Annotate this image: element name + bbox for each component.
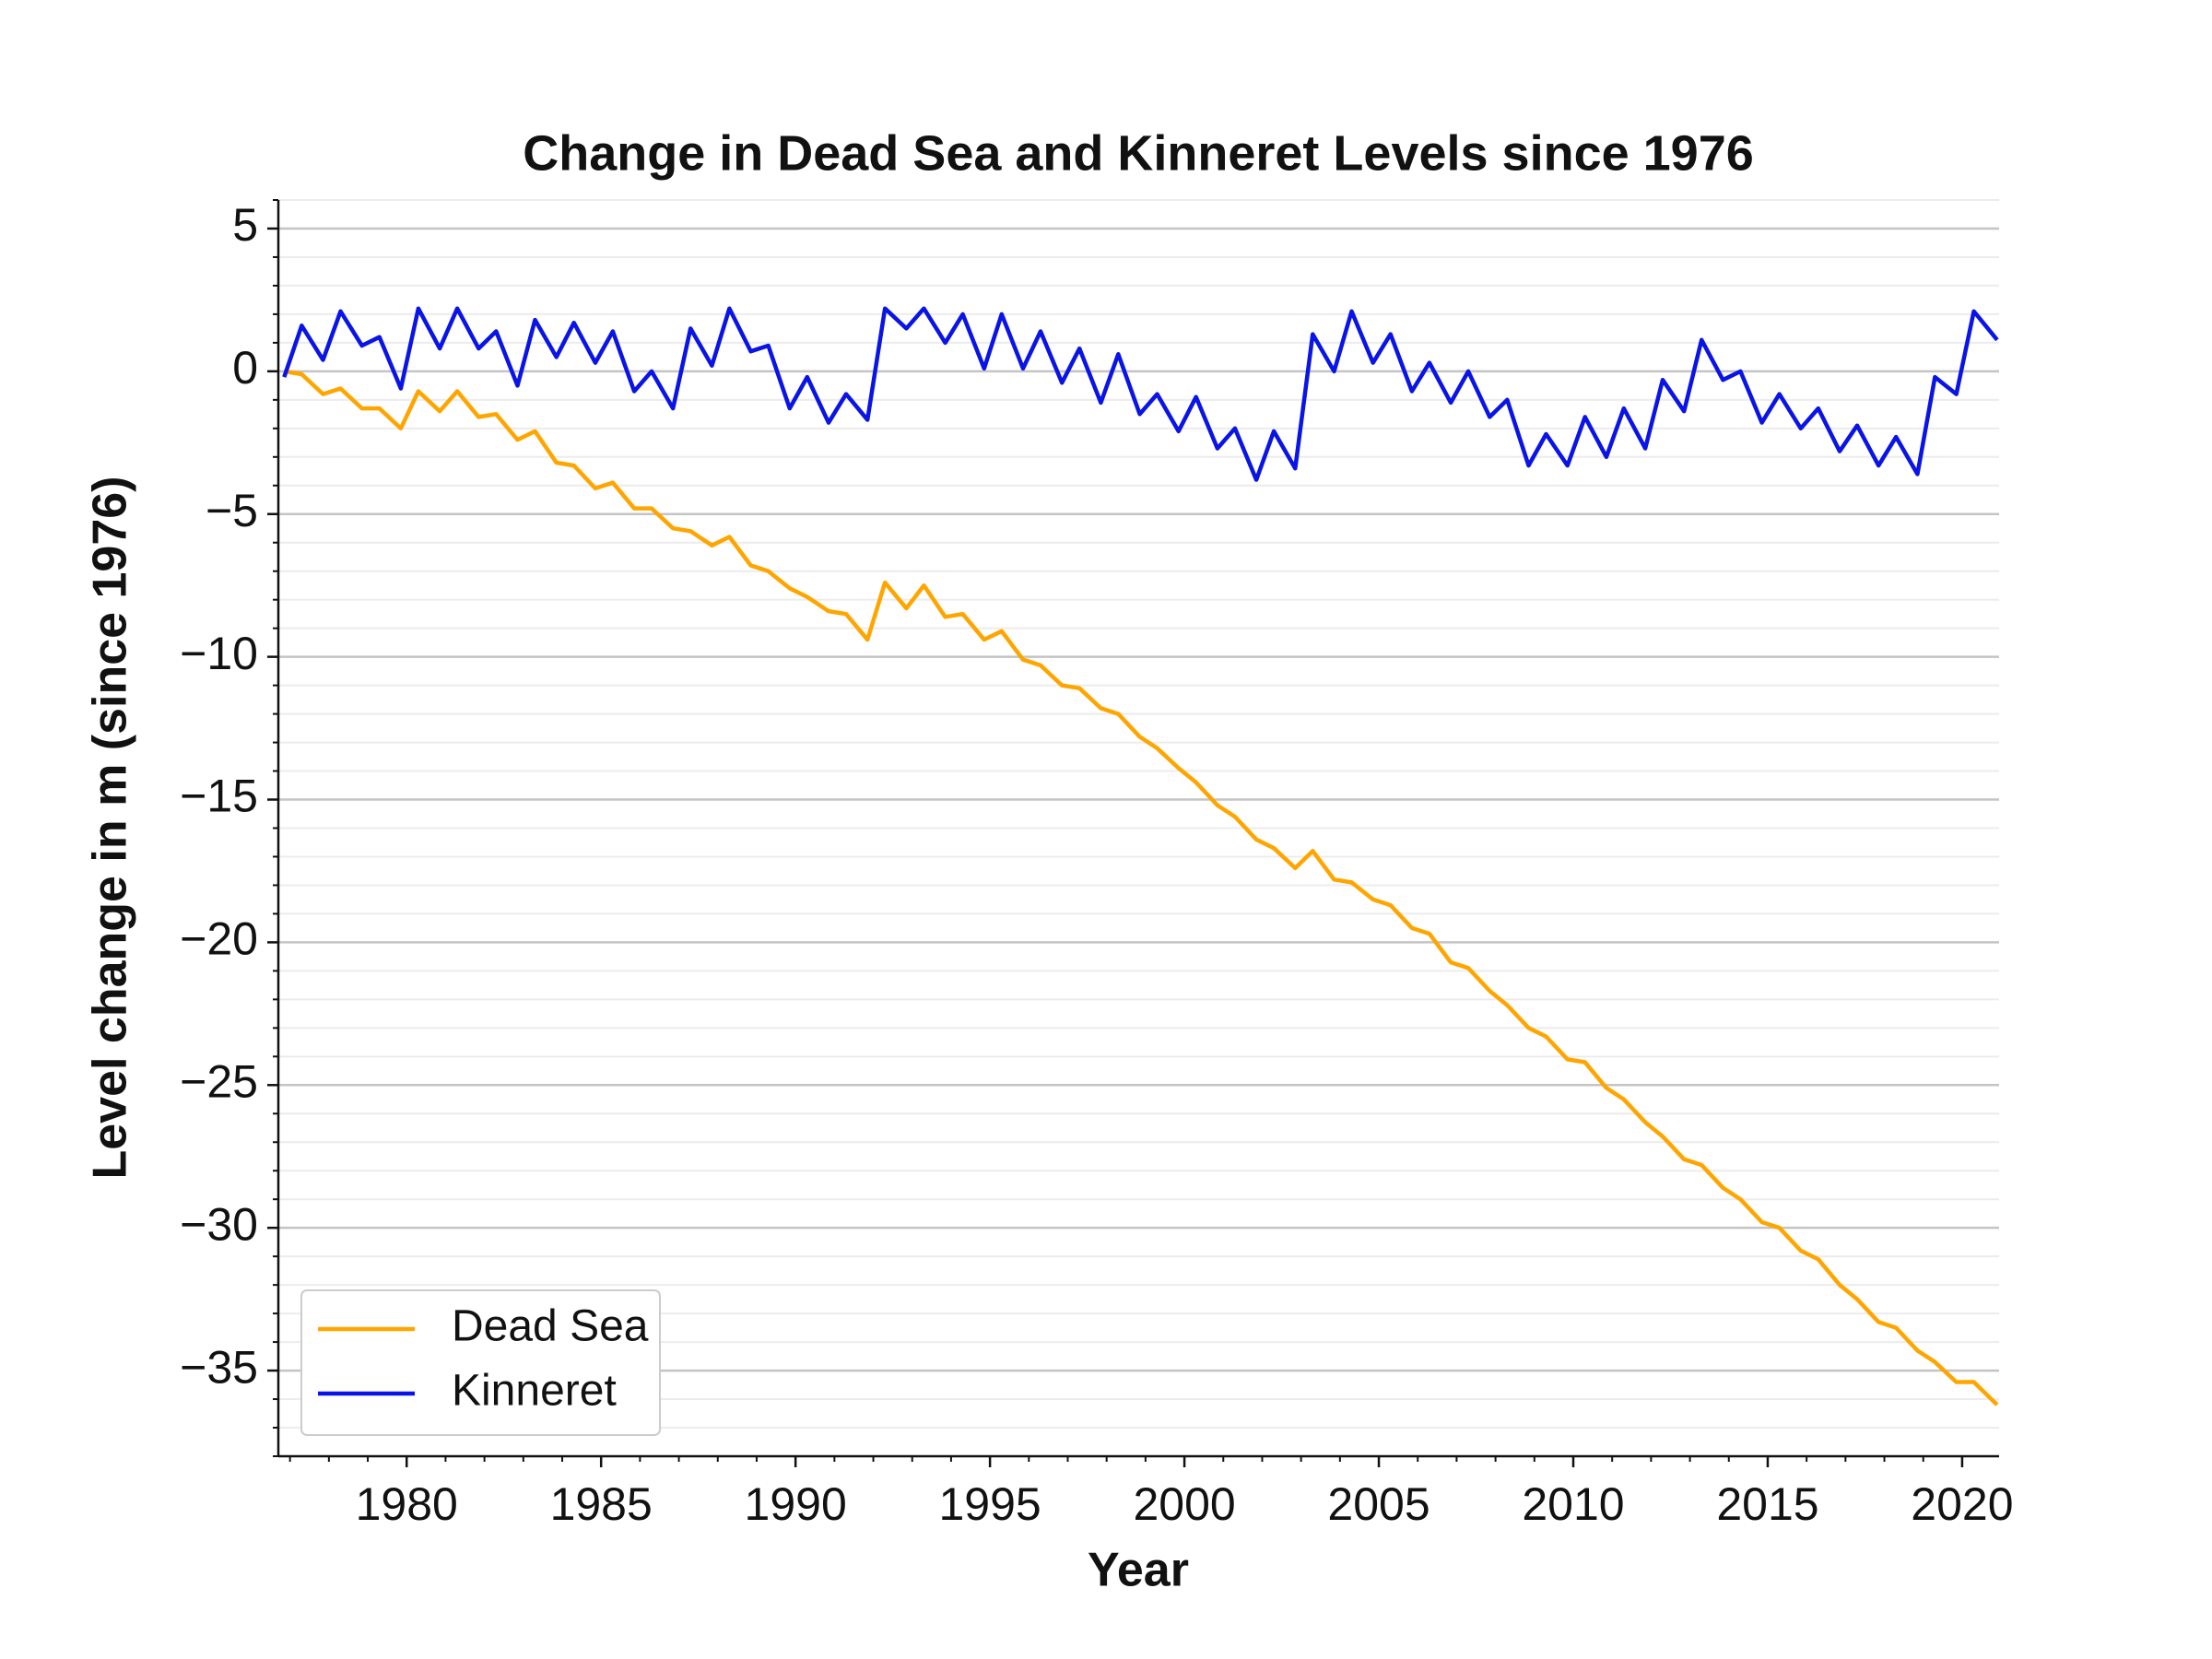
y-tick-label: −10 [180,628,258,679]
y-tick-label: 0 [232,342,258,394]
x-tick-label: 2005 [1327,1478,1430,1530]
legend-label: Kinneret [452,1367,617,1416]
chart-title: Change in Dead Sea and Kinneret Levels s… [523,125,1754,181]
y-tick-label: −5 [206,485,258,536]
x-tick-label: 2020 [1911,1478,2013,1530]
x-tick-label: 2015 [1716,1478,1818,1530]
data-line [282,306,1999,482]
legend-label: Dead Sea [452,1302,649,1351]
legend-box [300,1289,661,1436]
y-tick-label: −25 [180,1055,258,1107]
x-tick-label: 2000 [1133,1478,1235,1530]
y-tick-label: −15 [180,771,258,822]
x-tick-label: 2010 [1522,1478,1624,1530]
y-tick-label: 5 [232,199,258,251]
data-line [283,369,1999,1406]
y-tick-label: −35 [180,1341,258,1393]
y-tick-label: −20 [180,913,258,965]
y-axis-label: Level change in m (since 1976) [84,477,137,1180]
x-tick-label: 1990 [745,1478,847,1530]
x-tick-label: 1980 [356,1478,458,1530]
x-tick-label: 1985 [550,1478,653,1530]
x-tick-label: 1995 [938,1478,1041,1530]
y-tick-label: −30 [180,1198,258,1250]
x-axis-label: Year [1088,1544,1189,1597]
